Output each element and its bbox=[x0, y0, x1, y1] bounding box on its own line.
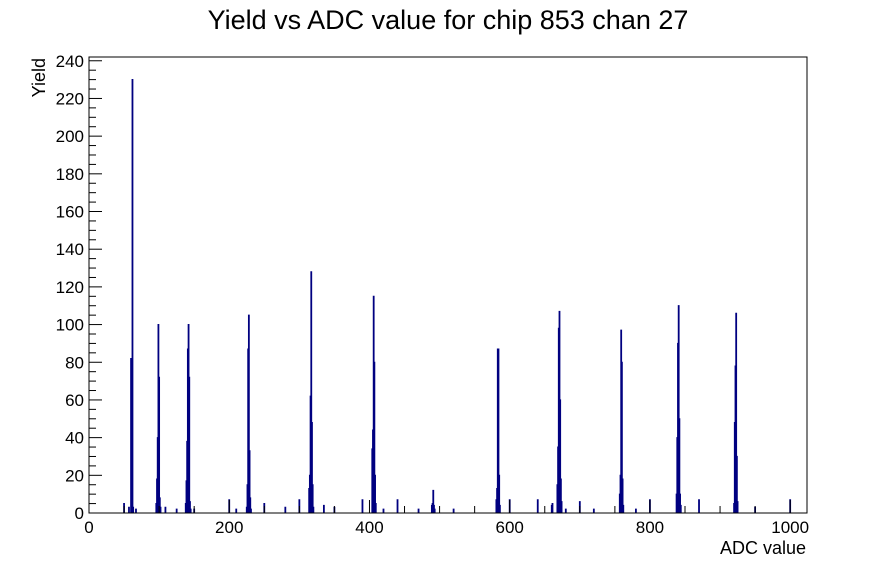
x-tick-label: 200 bbox=[215, 518, 243, 537]
histogram-bin bbox=[248, 450, 251, 513]
histogram-bin bbox=[497, 348, 500, 513]
histogram-bin bbox=[621, 478, 624, 513]
x-axis: 0 200 400 600 800 1000 bbox=[84, 500, 809, 537]
y-tick-label: 140 bbox=[56, 240, 84, 259]
histogram-bin bbox=[158, 376, 161, 513]
histogram-bin bbox=[559, 478, 562, 513]
y-tick-label: 80 bbox=[65, 353, 84, 372]
histogram-bin bbox=[373, 361, 376, 513]
histogram-bin bbox=[188, 376, 191, 513]
histogram-bin bbox=[235, 508, 238, 513]
x-tick-label: 400 bbox=[355, 518, 383, 537]
y-axis-label: Yield bbox=[29, 58, 49, 97]
histogram-bin bbox=[374, 503, 377, 513]
histogram-bin bbox=[132, 506, 135, 513]
chart-title: Yield vs ADC value for chip 853 chan 27 bbox=[208, 5, 689, 35]
histogram-bin bbox=[498, 474, 501, 513]
y-tick-label: 40 bbox=[65, 429, 84, 448]
histogram-bin bbox=[536, 499, 539, 513]
histogram-bin bbox=[433, 508, 436, 513]
histogram-bin bbox=[159, 506, 162, 513]
histogram-bin bbox=[698, 499, 700, 513]
histogram-bin bbox=[175, 508, 178, 513]
x-tick-label: 600 bbox=[496, 518, 524, 537]
x-axis-label: ADC value bbox=[720, 538, 806, 558]
histogram-bin bbox=[311, 484, 314, 513]
y-tick-label: 100 bbox=[56, 316, 84, 335]
y-tick-label: 240 bbox=[56, 52, 84, 71]
histogram-bin bbox=[620, 361, 623, 513]
histogram-bin bbox=[189, 501, 191, 513]
histogram-bin bbox=[432, 489, 435, 513]
histogram-bin bbox=[396, 499, 399, 513]
histogram-bin bbox=[735, 455, 738, 513]
y-tick-label: 20 bbox=[65, 466, 84, 485]
histogram-bin bbox=[250, 508, 252, 513]
x-tick-label: 800 bbox=[636, 518, 664, 537]
histogram-bin bbox=[735, 312, 738, 513]
histogram-bin bbox=[622, 504, 625, 513]
y-tick-label: 180 bbox=[56, 165, 84, 184]
histogram-bin bbox=[131, 79, 134, 513]
histogram-bin bbox=[677, 305, 680, 513]
plot-frame bbox=[88, 56, 808, 514]
histogram-bin bbox=[135, 508, 137, 513]
histogram-bars bbox=[123, 79, 792, 513]
histogram-bin bbox=[247, 314, 250, 513]
histogram-bin bbox=[189, 508, 192, 513]
histogram-bin bbox=[564, 508, 567, 513]
histogram-bin bbox=[322, 504, 325, 513]
histogram-bin bbox=[635, 508, 637, 513]
histogram-bin bbox=[679, 504, 682, 513]
histogram-bin bbox=[158, 497, 161, 513]
histogram-bin bbox=[130, 357, 132, 513]
x-tick-label: 0 bbox=[84, 518, 93, 537]
histogram-bin bbox=[249, 497, 252, 513]
histogram-bin bbox=[284, 506, 287, 513]
y-tick-label: 160 bbox=[56, 203, 84, 222]
histogram-bin bbox=[310, 271, 313, 513]
y-tick-label: 60 bbox=[65, 391, 84, 410]
histogram-bin bbox=[382, 508, 385, 513]
histogram-bin bbox=[678, 418, 681, 513]
histogram-bin bbox=[452, 508, 455, 513]
histogram-bin bbox=[559, 399, 562, 513]
histogram-bin bbox=[164, 506, 167, 513]
histogram-bin bbox=[560, 501, 563, 513]
y-tick-label: 120 bbox=[56, 278, 84, 297]
histogram-bin bbox=[736, 501, 739, 513]
y-axis: 0 20 40 60 80 100 120 140 160 180 200 220 240 bbox=[56, 52, 102, 523]
histogram-bin bbox=[592, 508, 595, 513]
histogram-bin bbox=[551, 503, 554, 513]
histogram-bin bbox=[498, 504, 501, 513]
x-tick-label: 1000 bbox=[771, 518, 809, 537]
histogram-bin bbox=[417, 508, 420, 513]
histogram-bin bbox=[312, 506, 315, 513]
y-tick-label: 220 bbox=[56, 89, 84, 108]
y-tick-label: 200 bbox=[56, 127, 84, 146]
histogram-bin bbox=[679, 493, 681, 513]
y-tick-label: 0 bbox=[75, 504, 84, 523]
histogram-bin bbox=[361, 499, 364, 513]
histogram-bin bbox=[128, 506, 130, 513]
histogram-bin bbox=[311, 422, 313, 513]
histogram-bin bbox=[374, 474, 376, 513]
